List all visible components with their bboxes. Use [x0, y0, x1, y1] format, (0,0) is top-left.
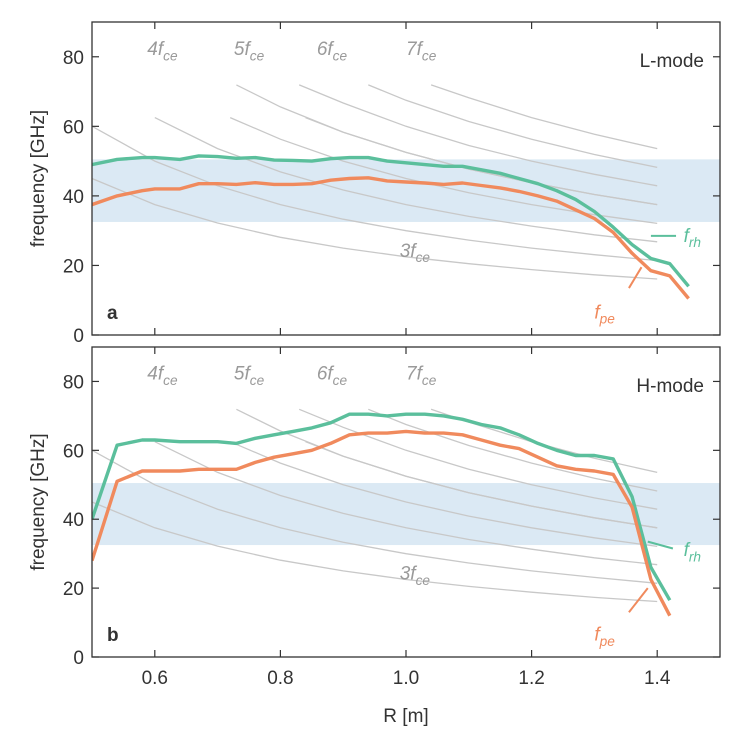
- harmonic-label-7f: 7fce: [406, 39, 437, 63]
- harmonic-line-2: [92, 125, 658, 262]
- harmonic-line-1: [92, 501, 658, 603]
- y-tick-label: 0: [73, 648, 84, 669]
- series-leader-pe: [628, 587, 649, 613]
- harmonic-line-1: [92, 177, 658, 280]
- x-tick-label: 1.4: [644, 668, 671, 689]
- series-label-pe: fpe: [594, 625, 615, 649]
- series-label-pe: fpe: [594, 302, 615, 326]
- y-axis-label: frequency [GHz]: [28, 110, 49, 247]
- harmonic-label-4f: 4fce: [147, 39, 178, 63]
- harmonic-label-5f: 5fce: [234, 364, 265, 388]
- harmonic-line-3: [154, 441, 658, 566]
- y-tick-label: 80: [63, 48, 84, 69]
- series-label-rh: frh: [684, 540, 701, 564]
- harmonic-line-2: [92, 449, 658, 584]
- harmonic-line-7: [298, 408, 658, 510]
- panel-b: 3fce 4fce 5fce 6fce 7fce frh fpe 0 20 40 60 80 0.6 0.…: [28, 346, 721, 689]
- y-tick-label: 40: [63, 510, 84, 531]
- mode-label: H-mode: [636, 376, 704, 397]
- x-tick-label: 0.8: [267, 668, 293, 689]
- panel-a: 3fce 4fce 5fce 6fce 7fce frh fpe 0 20 40 60 80 frequ…: [28, 21, 721, 347]
- harmonic-line-4: [229, 441, 658, 548]
- harmonic-line-8: [368, 84, 658, 169]
- series-leader-pe: [628, 266, 643, 289]
- y-tick-label: 60: [63, 117, 84, 138]
- series-line-pe: [92, 429, 672, 617]
- harmonic-line-8: [368, 408, 658, 492]
- y-tick-label: 0: [73, 326, 84, 347]
- harmonic-line-6: [236, 84, 658, 206]
- harmonic-label-5f: 5fce: [234, 39, 265, 63]
- y-tick-label: 20: [63, 256, 84, 277]
- harmonic-label-3f: 3fce: [400, 564, 431, 588]
- y-tick-label: 40: [63, 187, 84, 208]
- harmonic-label-6f: 6fce: [317, 39, 348, 63]
- frequency-band: [92, 159, 720, 222]
- harmonic-label-4f: 4fce: [147, 364, 178, 388]
- harmonic-line-9: [430, 84, 658, 150]
- y-tick-label: 60: [63, 441, 84, 462]
- mode-label: L-mode: [640, 51, 704, 72]
- x-axis-label: R [m]: [383, 706, 428, 727]
- harmonic-line-7: [298, 84, 658, 187]
- series-leader-rh: [647, 540, 674, 550]
- panel-label: a: [107, 303, 118, 324]
- harmonic-line-6: [236, 408, 658, 529]
- harmonic-label-7f: 7fce: [406, 364, 437, 388]
- series-label-rh: frh: [684, 226, 701, 250]
- harmonic-line-3: [154, 117, 658, 243]
- y-axis-label: frequency [GHz]: [28, 433, 49, 570]
- frequency-band: [92, 483, 720, 546]
- series-line-rh: [92, 154, 690, 288]
- y-tick-label: 80: [63, 372, 84, 393]
- harmonic-label-3f: 3fce: [400, 241, 431, 265]
- x-tick-label: 0.6: [142, 668, 168, 689]
- series-line-rh: [92, 412, 672, 602]
- y-tick-label: 20: [63, 579, 84, 600]
- harmonic-label-6f: 6fce: [317, 364, 348, 388]
- series-line-pe: [92, 176, 690, 300]
- x-tick-label: 1.0: [393, 668, 419, 689]
- x-tick-label: 1.2: [518, 668, 544, 689]
- panel-label: b: [107, 625, 119, 646]
